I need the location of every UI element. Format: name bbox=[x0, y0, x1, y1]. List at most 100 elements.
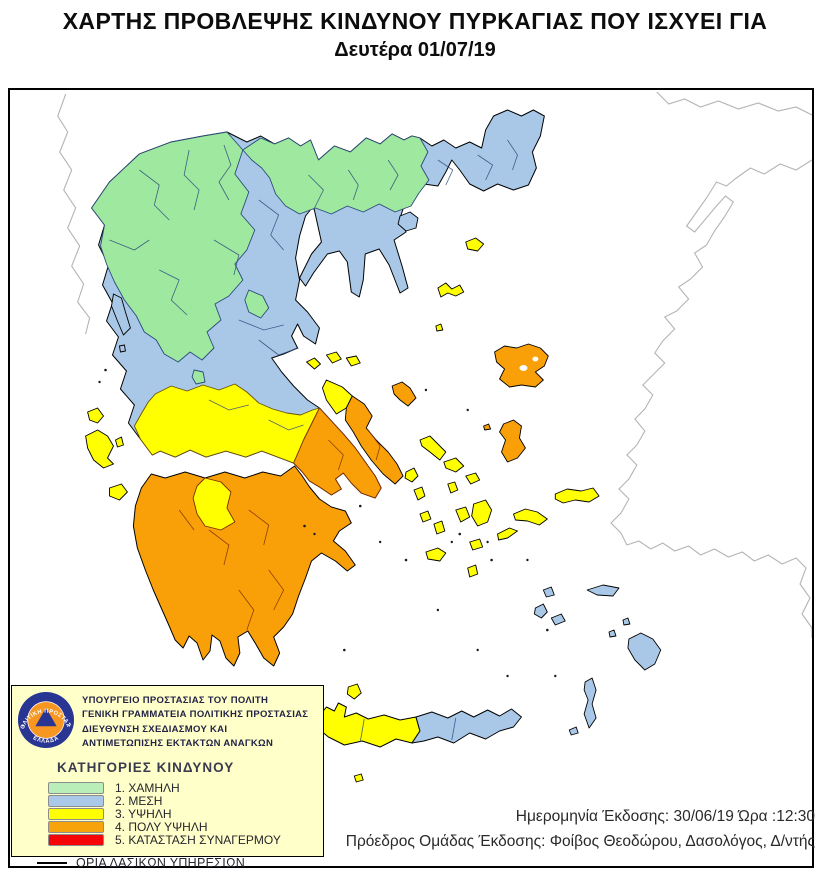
region-limnos bbox=[437, 282, 465, 298]
title-line-1: ΧΑΡΤΗΣ ΠΡΟΒΛΕΨΗΣ ΚΙΝΔΥΝΟΥ ΠΥΡΚΑΓΙΑΣ ΠΟΥ … bbox=[62, 8, 768, 34]
risk-category-label: 1. ΧΑΜΗΛΗ bbox=[115, 781, 180, 795]
region-attica bbox=[293, 407, 382, 499]
region-epirus-west-macedonia bbox=[91, 131, 256, 363]
region-chios bbox=[499, 419, 526, 463]
albania-border-outline bbox=[57, 93, 91, 335]
risk-category-row-high: 3. ΥΨΗΛΗ bbox=[48, 807, 323, 821]
turkey-marmara-outline bbox=[685, 159, 812, 246]
risk-category-list: 1. ΧΑΜΗΛΗ 2. ΜΕΣΗ 3. ΥΨΗΛΗ 4. ΠΟΛΥ ΥΨΗΛΗ… bbox=[48, 781, 323, 847]
region-skiathos bbox=[306, 357, 321, 370]
risk-category-row-medium: 2. ΜΕΣΗ bbox=[48, 794, 323, 808]
region-kos bbox=[586, 584, 620, 597]
issue-info: Ημερομηνία Έκδοσης: 30/06/19 Ώρα :12:30 … bbox=[346, 805, 815, 855]
region-santorini bbox=[467, 564, 479, 578]
map-title: ΧΑΡΤΗΣ ΠΡΟΒΛΕΨΗΣ ΚΙΝΔΥΝΟΥ ΠΥΡΚΑΓΙΑΣ ΠΟΥ … bbox=[0, 8, 830, 62]
region-gavdos bbox=[353, 773, 364, 783]
small-islets bbox=[98, 368, 557, 678]
boundary-label: ΟΡΙΑ ΔΑΣΙΚΩΝ ΥΠΗΡΕΣΙΩΝ bbox=[76, 856, 246, 870]
logo-bottom-text: ΕΛΛΑΔΑ bbox=[32, 735, 60, 745]
region-kythira bbox=[346, 683, 362, 700]
region-kefalonia bbox=[85, 429, 114, 469]
risk-category-row-very-high: 4. ΠΟΛΥ ΥΨΗΛΗ bbox=[48, 820, 323, 834]
logo-triangle-icon bbox=[35, 707, 57, 727]
region-paxoi bbox=[119, 344, 126, 353]
legend-box: ΠΟΛΙΤΙΚΗ ΠΡΟΣΤΑΣΙΑ ΕΛΛΑΔΑ ΥΠΟΥΡΓΕΙΟ ΠΡΟΣ… bbox=[11, 685, 324, 870]
region-evia bbox=[344, 395, 404, 485]
region-thasos bbox=[397, 211, 419, 232]
region-sifnos bbox=[433, 520, 446, 535]
region-syros bbox=[447, 481, 459, 494]
region-paros bbox=[455, 506, 471, 523]
medium-risk-swatch bbox=[48, 795, 104, 807]
region-thessaly-green-wedge bbox=[244, 289, 270, 319]
logo-dot-right bbox=[68, 724, 71, 727]
region-ikaria bbox=[513, 508, 548, 526]
turkey-north-outline bbox=[656, 91, 812, 116]
region-evia-north bbox=[321, 379, 353, 415]
forest-boundaries-legend-row: ΟΡΙΑ ΔΑΣΙΚΩΝ ΥΠΗΡΕΣΙΩΝ bbox=[37, 856, 323, 870]
region-samothrace bbox=[465, 237, 485, 252]
risk-category-label: 2. ΜΕΣΗ bbox=[115, 794, 163, 808]
low-risk-swatch bbox=[48, 782, 104, 794]
region-serifos bbox=[419, 510, 432, 523]
region-naxos bbox=[471, 499, 493, 527]
region-crete-west bbox=[315, 702, 421, 748]
title-line-2: Δευτέρα 01/07/19 bbox=[334, 39, 496, 61]
region-zakynthos bbox=[109, 483, 128, 501]
greece-fire-risk-map bbox=[57, 91, 812, 783]
turkey-aegean-coast-outline bbox=[610, 244, 812, 638]
boundary-line-symbol bbox=[37, 862, 67, 864]
region-rhodes bbox=[627, 632, 662, 671]
region-tinos bbox=[443, 457, 465, 473]
forest-district-boundaries-north bbox=[109, 139, 518, 743]
region-skyros bbox=[391, 381, 417, 407]
issue-date-line: Ημερομηνία Έκδοσης: 30/06/19 Ώρα :12:30 bbox=[515, 808, 815, 825]
logo-dot-left bbox=[21, 724, 24, 727]
region-agios-efstratios bbox=[435, 323, 444, 332]
map-frame: ΠΟΛΙΤΙΚΗ ΠΡΟΣΤΑΣΙΑ ΕΛΛΑΔΑ ΥΠΟΥΡΓΕΙΟ ΠΡΟΣ… bbox=[8, 88, 814, 870]
risk-category-label: 4. ΠΟΛΥ ΥΨΗΛΗ bbox=[115, 820, 208, 834]
region-peloponnese bbox=[132, 465, 356, 667]
legend-heading: ΚΑΤΗΓΟΡΙΕΣ ΚΙΝΔΥΝΟΥ bbox=[57, 760, 235, 775]
region-kea bbox=[404, 467, 419, 483]
region-leros bbox=[542, 586, 555, 598]
region-milos bbox=[425, 547, 447, 562]
region-arcadia bbox=[192, 477, 236, 531]
region-tilos bbox=[608, 629, 617, 638]
region-corfu bbox=[111, 293, 131, 336]
very-high-risk-swatch bbox=[48, 821, 104, 833]
region-kasos bbox=[568, 726, 579, 736]
region-psara bbox=[483, 423, 492, 431]
region-karpathos bbox=[583, 677, 597, 729]
region-kythnos bbox=[413, 486, 426, 501]
risk-category-label: 3. ΥΨΗΛΗ bbox=[115, 807, 172, 821]
region-samos bbox=[554, 487, 600, 504]
region-astypalaia bbox=[550, 613, 566, 626]
region-ithaki bbox=[115, 436, 124, 448]
region-mykonos bbox=[465, 472, 481, 485]
org-line: ΑΝΤΙΜΕΤΩΠΙΣΗΣ ΕΚΤΑΚΤΩΝ ΑΝΑΓΚΩΝ bbox=[82, 737, 274, 749]
high-risk-swatch bbox=[48, 808, 104, 820]
org-line: ΥΠΟΥΡΓΕΙΟ ΠΡΟΣΤΑΣΙΑΣ ΤΟΥ ΠΟΛΙΤΗ bbox=[82, 695, 269, 706]
risk-category-row-alert: 5. ΚΑΤΑΣΤΑΣΗ ΣΥΝΑΓΕΡΜΟΥ bbox=[48, 833, 323, 847]
risk-category-label: 5. ΚΑΤΑΣΤΑΣΗ ΣΥΝΑΓΕΡΜΟΥ bbox=[115, 833, 281, 847]
region-crete-east bbox=[411, 708, 522, 744]
risk-category-row-low: 1. ΧΑΜΗΛΗ bbox=[48, 781, 323, 795]
region-small-green-patch bbox=[191, 369, 206, 385]
issue-president-line: Πρόεδρος Ομάδας Έκδοσης: Φοίβος Θεοδώρου… bbox=[345, 832, 815, 850]
forest-district-boundaries-south bbox=[178, 429, 381, 631]
region-symi bbox=[622, 617, 631, 626]
region-alonissos bbox=[345, 355, 361, 367]
ministry-text-block: ΥΠΟΥΡΓΕΙΟ ΠΡΟΣΤΑΣΙΑΣ ΤΟΥ ΠΟΛΙΤΗ ΓΕΝΙΚΗ Γ… bbox=[82, 694, 308, 751]
civil-protection-logo: ΠΟΛΙΤΙΚΗ ΠΡΟΣΤΑΣΙΑ ΕΛΛΑΔΑ bbox=[17, 691, 75, 749]
region-macedonia-rhodope-band bbox=[242, 133, 430, 215]
region-skopelos bbox=[325, 351, 342, 364]
alert-risk-swatch bbox=[48, 834, 104, 846]
org-line: ΔΙΕΥΘΥΝΣΗ ΣΧΕΔΙΑΣΜΟΥ ΚΑΙ bbox=[82, 723, 228, 735]
org-line: ΓΕΝΙΚΗ ΓΡΑΜΜΑΤΕΙΑ ΠΟΛΙΤΙΚΗΣ ΠΡΟΣΤΑΣΙΑΣ bbox=[82, 709, 309, 721]
lesvos-gulfs bbox=[519, 356, 539, 371]
region-amorgos bbox=[497, 527, 518, 541]
region-andros bbox=[419, 435, 447, 461]
region-ios bbox=[469, 538, 484, 551]
region-lefkada bbox=[87, 407, 104, 424]
